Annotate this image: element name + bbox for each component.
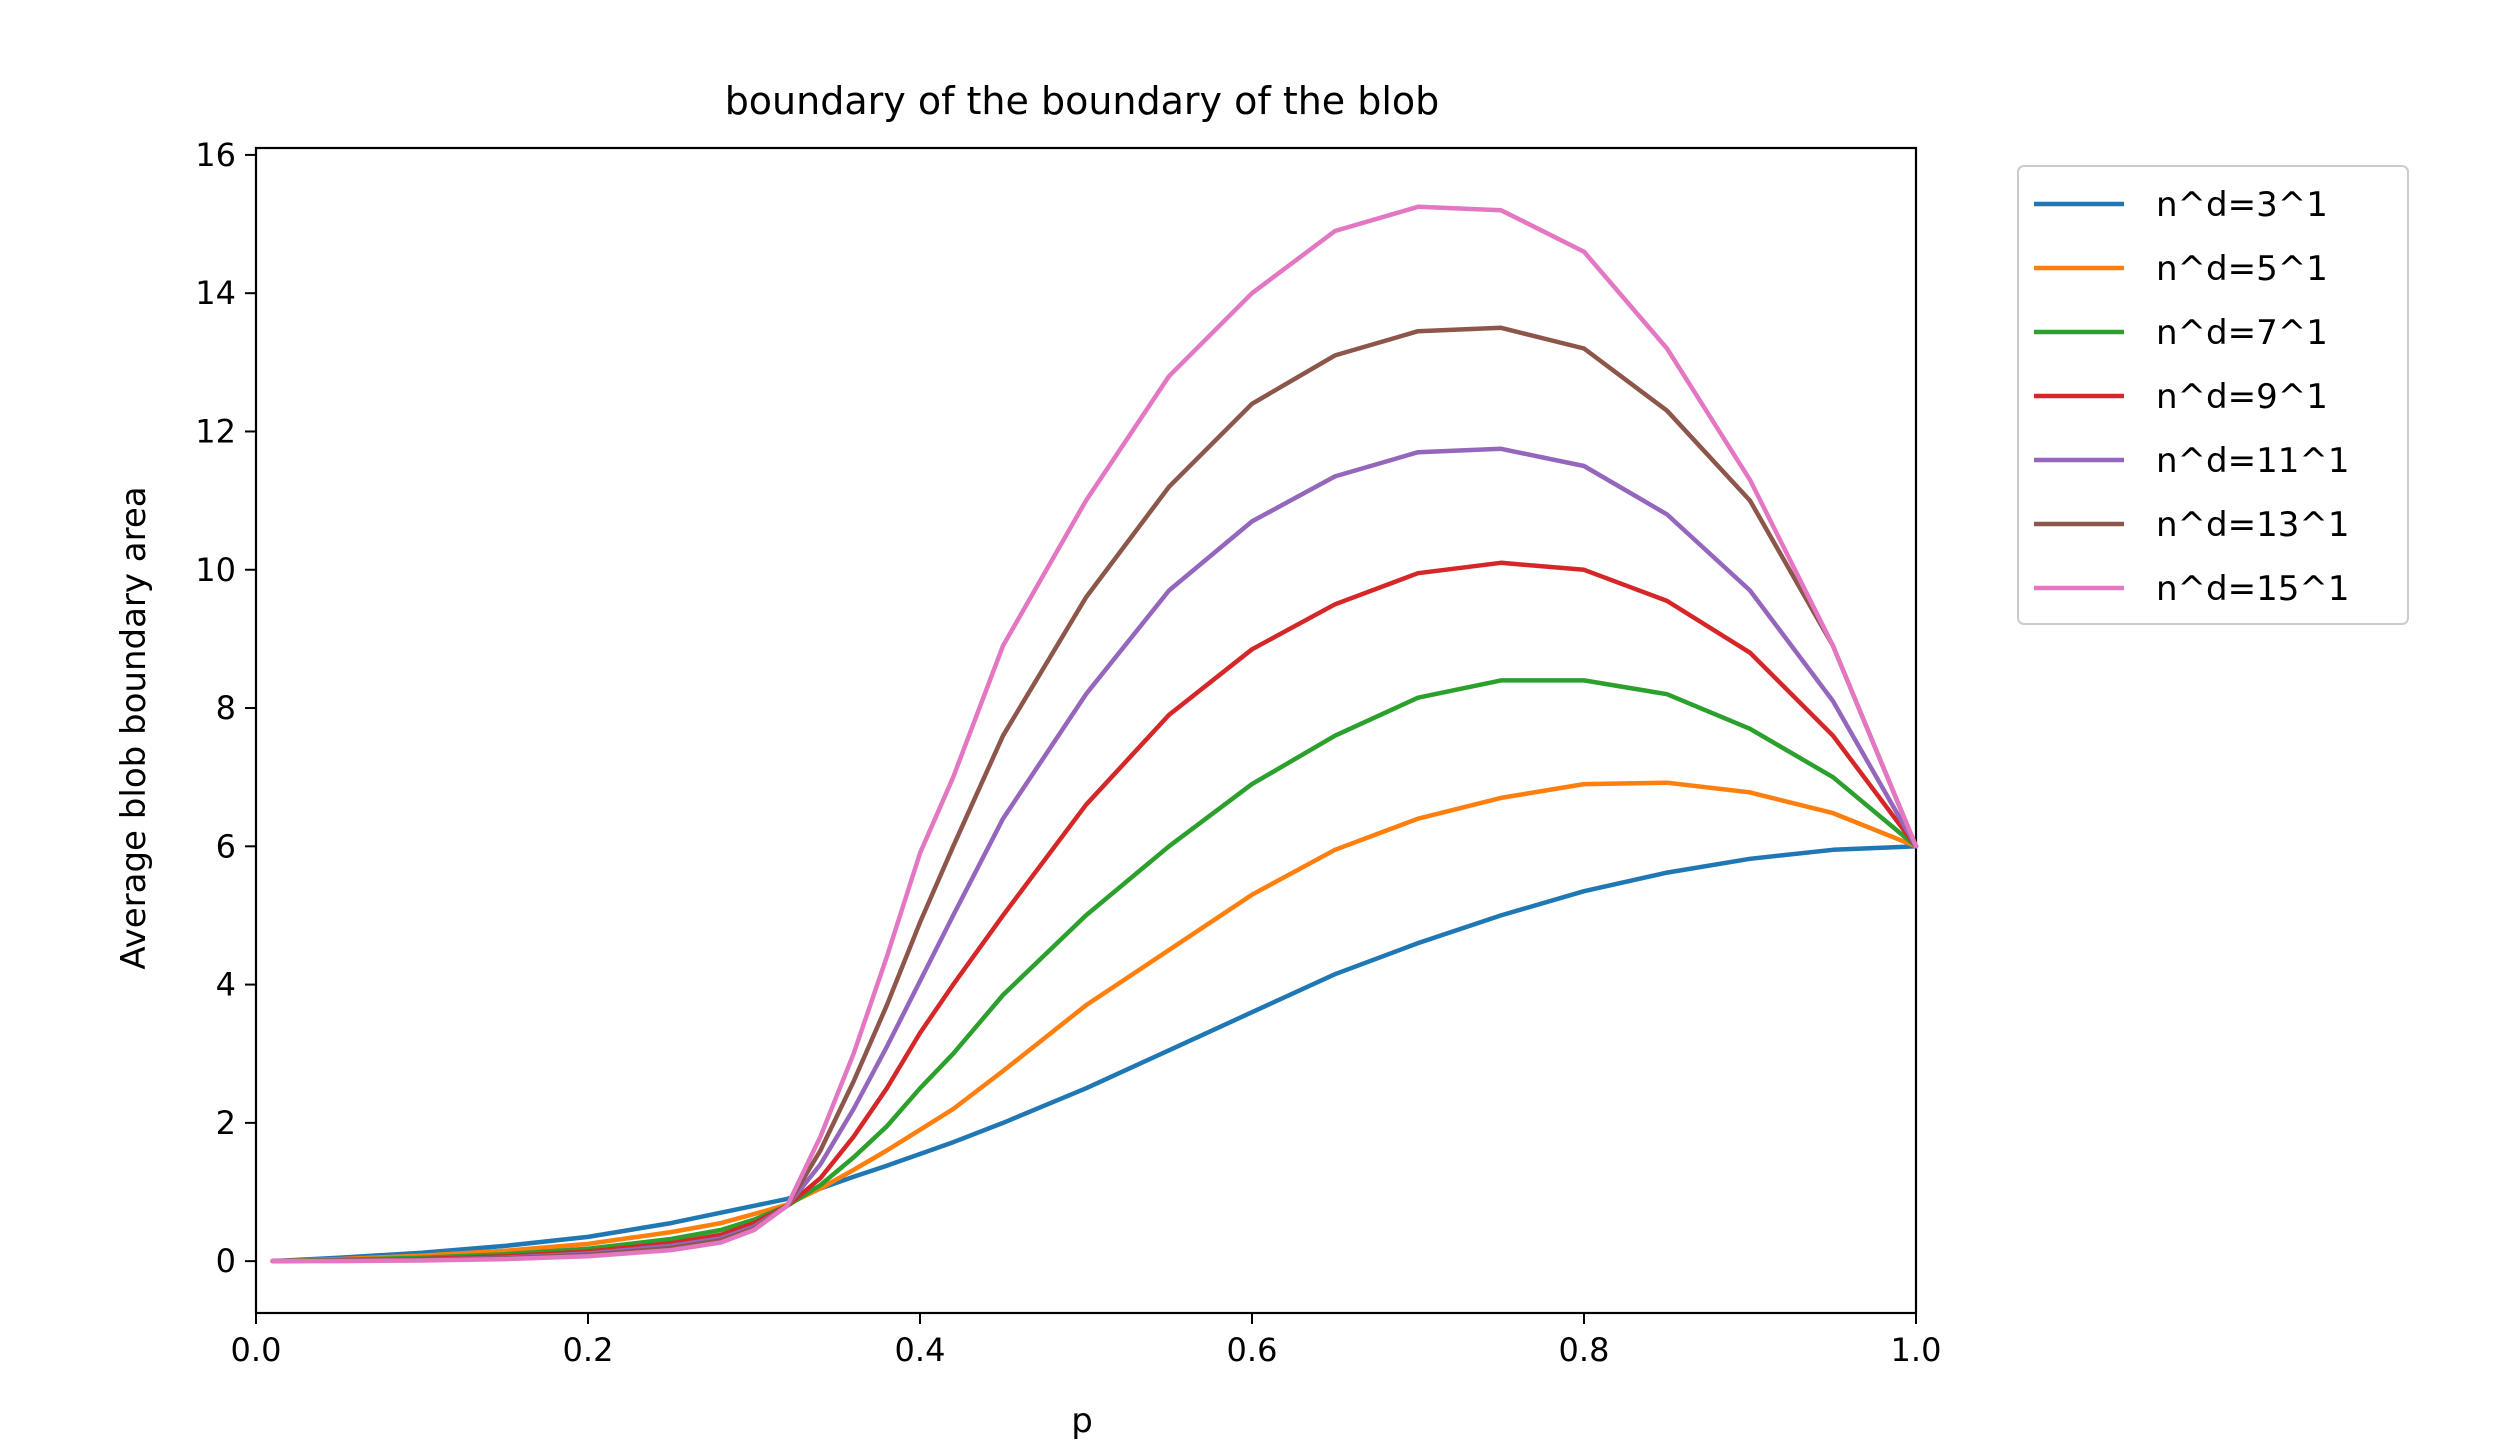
x-axis: 0.0 0.2 0.4 0.6 0.8 1.0: [231, 1313, 1942, 1369]
plot-frame: [254, 146, 1918, 1315]
chart-title: boundary of the boundary of the blob: [725, 79, 1440, 123]
series-line-5: [270, 446, 1919, 1264]
legend-label-6: n^d=13^1: [2156, 505, 2350, 545]
series-line-1: [270, 844, 1919, 1264]
y-tick-label: 16: [195, 136, 236, 174]
x-tick-label: 0.6: [1227, 1331, 1278, 1369]
x-tick-label: 0.0: [231, 1331, 282, 1369]
series-line-4: [270, 560, 1919, 1264]
legend-label-4: n^d=9^1: [2156, 377, 2328, 417]
y-tick-label: 0: [216, 1242, 236, 1280]
x-tick-label: 0.4: [895, 1331, 946, 1369]
legend-label-1: n^d=3^1: [2156, 185, 2328, 225]
x-tick-label: 0.2: [563, 1331, 614, 1369]
plot-area: [254, 146, 1919, 1315]
series-layer: [270, 204, 1919, 1264]
x-tick-label: 0.8: [1559, 1331, 1610, 1369]
legend: n^d=3^1 n^d=5^1 n^d=7^1 n^d=9^1 n^d=11^1 n^d=…: [2017, 165, 2409, 625]
x-axis-label: p: [1071, 1401, 1093, 1440]
y-tick-label: 6: [216, 827, 236, 865]
legend-label-2: n^d=5^1: [2156, 249, 2328, 289]
y-tick-label: 4: [216, 966, 236, 1004]
legend-label-7: n^d=15^1: [2156, 569, 2350, 609]
series-line-3: [270, 678, 1919, 1264]
legend-items: n^d=3^1 n^d=5^1 n^d=7^1 n^d=9^1 n^d=11^1 n^d=…: [2034, 185, 2350, 609]
x-tick-label: 1.0: [1891, 1331, 1942, 1369]
y-tick-label: 8: [216, 689, 236, 727]
y-tick-label: 2: [216, 1104, 236, 1142]
y-axis: 0 2 4 6 8 10 12 14 16: [195, 136, 256, 1280]
y-axis-label: Average blob boundary area: [114, 486, 154, 969]
series-line-7: [270, 204, 1919, 1264]
series-line-2: [270, 780, 1919, 1264]
legend-box: [2017, 165, 2409, 625]
y-tick-label: 10: [195, 551, 236, 589]
legend-label-3: n^d=7^1: [2156, 313, 2328, 353]
legend-label-5: n^d=11^1: [2156, 441, 2350, 481]
y-tick-label: 12: [195, 412, 236, 450]
y-tick-label: 14: [195, 274, 236, 312]
